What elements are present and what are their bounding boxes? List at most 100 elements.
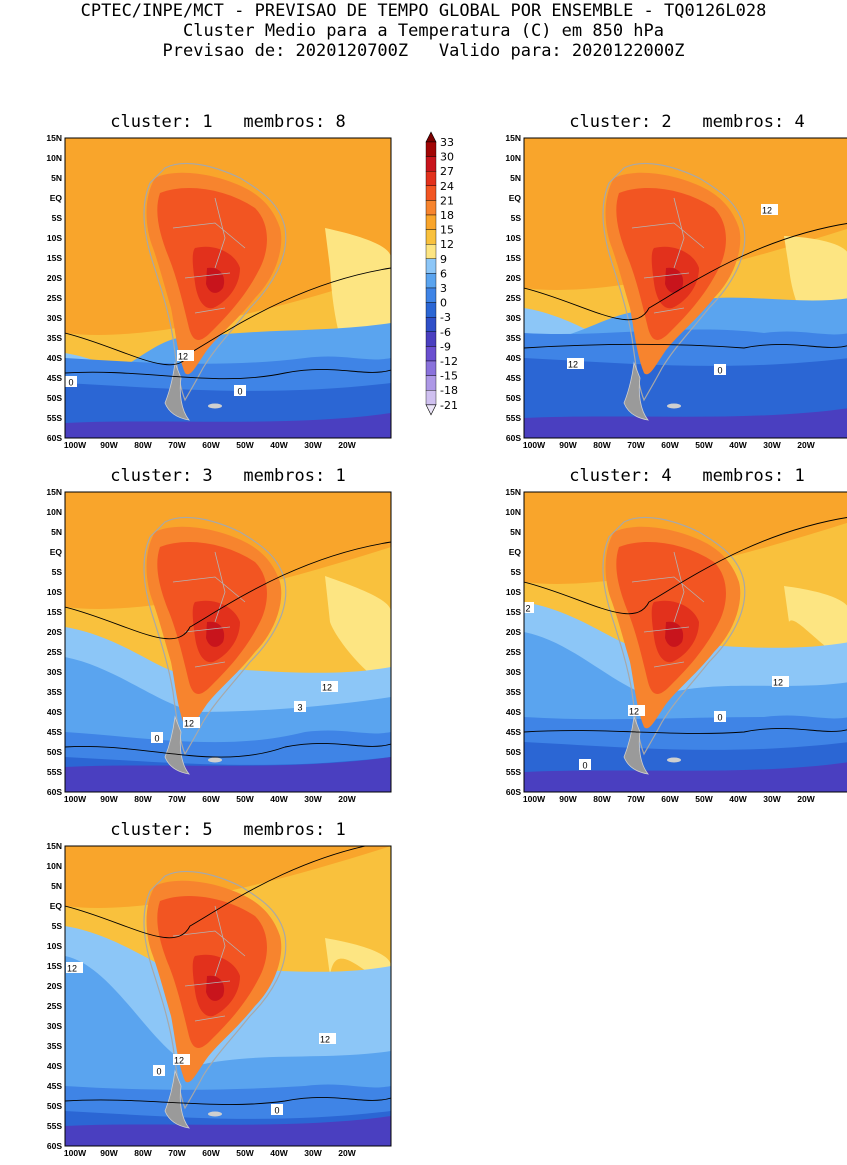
lon-label: 30W — [304, 1148, 322, 1158]
lat-label: 20S — [47, 627, 62, 637]
colorbar-level-label: 21 — [440, 194, 454, 207]
contour-0 — [65, 1096, 391, 1105]
colorbar-level-label: 0 — [440, 297, 447, 310]
lat-label: 45S — [47, 373, 62, 383]
lat-label: 5S — [52, 213, 63, 223]
band-indigo — [65, 757, 391, 792]
lat-label: 60S — [47, 1141, 62, 1151]
colorbar-swatch — [425, 185, 437, 201]
colorbar-level-label: -3 — [440, 311, 451, 324]
coastline — [143, 162, 287, 402]
colorbar-level-label: 6 — [440, 267, 447, 280]
patagonia-land — [623, 715, 649, 775]
temperature-map: 12 0 0 15N 10N 5N EQ 5S 10S 15S 20S 25S 30S 35S 40S 45S… — [46, 133, 392, 450]
lat-label: 15N — [505, 487, 521, 497]
contour-label: 12 — [567, 358, 584, 370]
lon-label: 100W — [64, 794, 87, 804]
lat-label: 40S — [47, 353, 62, 363]
patagonia-land — [623, 361, 649, 421]
map-frame — [523, 491, 847, 793]
band-indigo — [65, 1116, 391, 1146]
map-frame — [523, 137, 847, 439]
borders — [172, 905, 246, 1022]
lat-label: 55S — [47, 413, 62, 423]
lat-label: 15S — [47, 607, 62, 617]
map-panel-3: cluster: 3 membros: 1 12 12 3 0 15N 10N 5N EQ 5S 1… — [8, 466, 408, 811]
map-frame — [64, 137, 392, 439]
svg-text:12: 12 — [174, 1056, 184, 1066]
lon-label: 50W — [236, 440, 254, 450]
lat-label: 5N — [51, 527, 62, 537]
lat-label: 25S — [506, 647, 521, 657]
lat-label: 25S — [47, 1001, 62, 1011]
patagonia-land — [164, 1069, 190, 1129]
colorbar-level-label: -15 — [440, 370, 458, 383]
lon-label: 100W — [523, 440, 546, 450]
contour-label: 0 — [271, 1104, 283, 1116]
lon-label: 80W — [593, 794, 611, 804]
contour-0 — [524, 343, 847, 349]
lat-label: 15N — [46, 133, 62, 143]
lat-label: 10N — [46, 507, 62, 517]
svg-text:0: 0 — [237, 387, 242, 397]
borders — [172, 551, 246, 668]
colorbar-swatch — [425, 171, 437, 187]
lat-label: 5S — [52, 921, 63, 931]
band-yellow-east — [325, 576, 391, 687]
lat-label: 40S — [47, 1061, 62, 1071]
lon-label: 90W — [559, 794, 577, 804]
svg-text:0: 0 — [274, 1106, 279, 1116]
svg-text:12: 12 — [320, 1035, 330, 1045]
lon-label: 20W — [338, 794, 356, 804]
lat-label: 35S — [506, 333, 521, 343]
colorbar-level-label: 3 — [440, 282, 447, 295]
colorbar-swatch — [425, 302, 437, 318]
colorbar-swatch — [425, 331, 437, 347]
borders — [172, 197, 246, 314]
lat-label: 35S — [47, 687, 62, 697]
colorbar-level-label: 9 — [440, 253, 447, 266]
lat-label: 30S — [506, 313, 521, 323]
contour-label: 12 — [772, 676, 789, 688]
lat-label: 25S — [47, 647, 62, 657]
contour-label: 0 — [234, 385, 246, 397]
contour-label: 0 — [714, 364, 726, 376]
contour-label: 12 — [321, 681, 338, 693]
lon-label: 70W — [168, 794, 186, 804]
lat-label: 60S — [47, 787, 62, 797]
lat-label: 15S — [506, 253, 521, 263]
borders — [631, 197, 705, 314]
lat-label: 25S — [47, 293, 62, 303]
lon-label: 80W — [134, 1148, 152, 1158]
lat-label: 55S — [47, 1121, 62, 1131]
lon-label: 40W — [270, 794, 288, 804]
lat-label: 35S — [506, 687, 521, 697]
lat-label: EQ — [50, 547, 63, 557]
band-yellow-east — [784, 586, 847, 661]
contour-label: 0 — [151, 732, 163, 744]
lat-label: 5N — [51, 173, 62, 183]
lat-label: 20S — [47, 273, 62, 283]
lat-label: 15N — [46, 487, 62, 497]
colorbar-swatch — [425, 316, 437, 332]
lat-label: 30S — [47, 313, 62, 323]
lat-label: 10S — [506, 587, 521, 597]
lat-label: 55S — [506, 413, 521, 423]
colorbar-level-label: -9 — [440, 340, 451, 353]
header-line-3: Previsao de: 2020120700Z Valido para: 20… — [162, 41, 685, 61]
map-panel-5: cluster: 5 membros: 1 12 12 12 0 0 15N 10N 5N EQ 5… — [8, 820, 408, 1165]
coastline — [143, 516, 287, 756]
map-panel-2: cluster: 2 membros: 4 12 12 0 15N 10N 5N EQ 5S 10… — [467, 112, 847, 457]
borders — [631, 551, 705, 668]
temperature-map: 12 12 0 15N 10N 5N EQ 5S 10S 15S 20S 25S 30S 35S 40S 45… — [505, 133, 847, 450]
colorbar-level-label: 15 — [440, 224, 454, 237]
lat-label: 10S — [47, 941, 62, 951]
svg-text:0: 0 — [717, 713, 722, 723]
svg-text:0: 0 — [717, 366, 722, 376]
colorbar-level-label: 30 — [440, 151, 454, 164]
lat-label: 50S — [47, 747, 62, 757]
lat-label: 60S — [47, 433, 62, 443]
colorbar-level-label: 24 — [440, 180, 454, 193]
contour-label: 12 — [761, 204, 778, 216]
panel-title: cluster: 1 membros: 8 — [110, 112, 346, 132]
